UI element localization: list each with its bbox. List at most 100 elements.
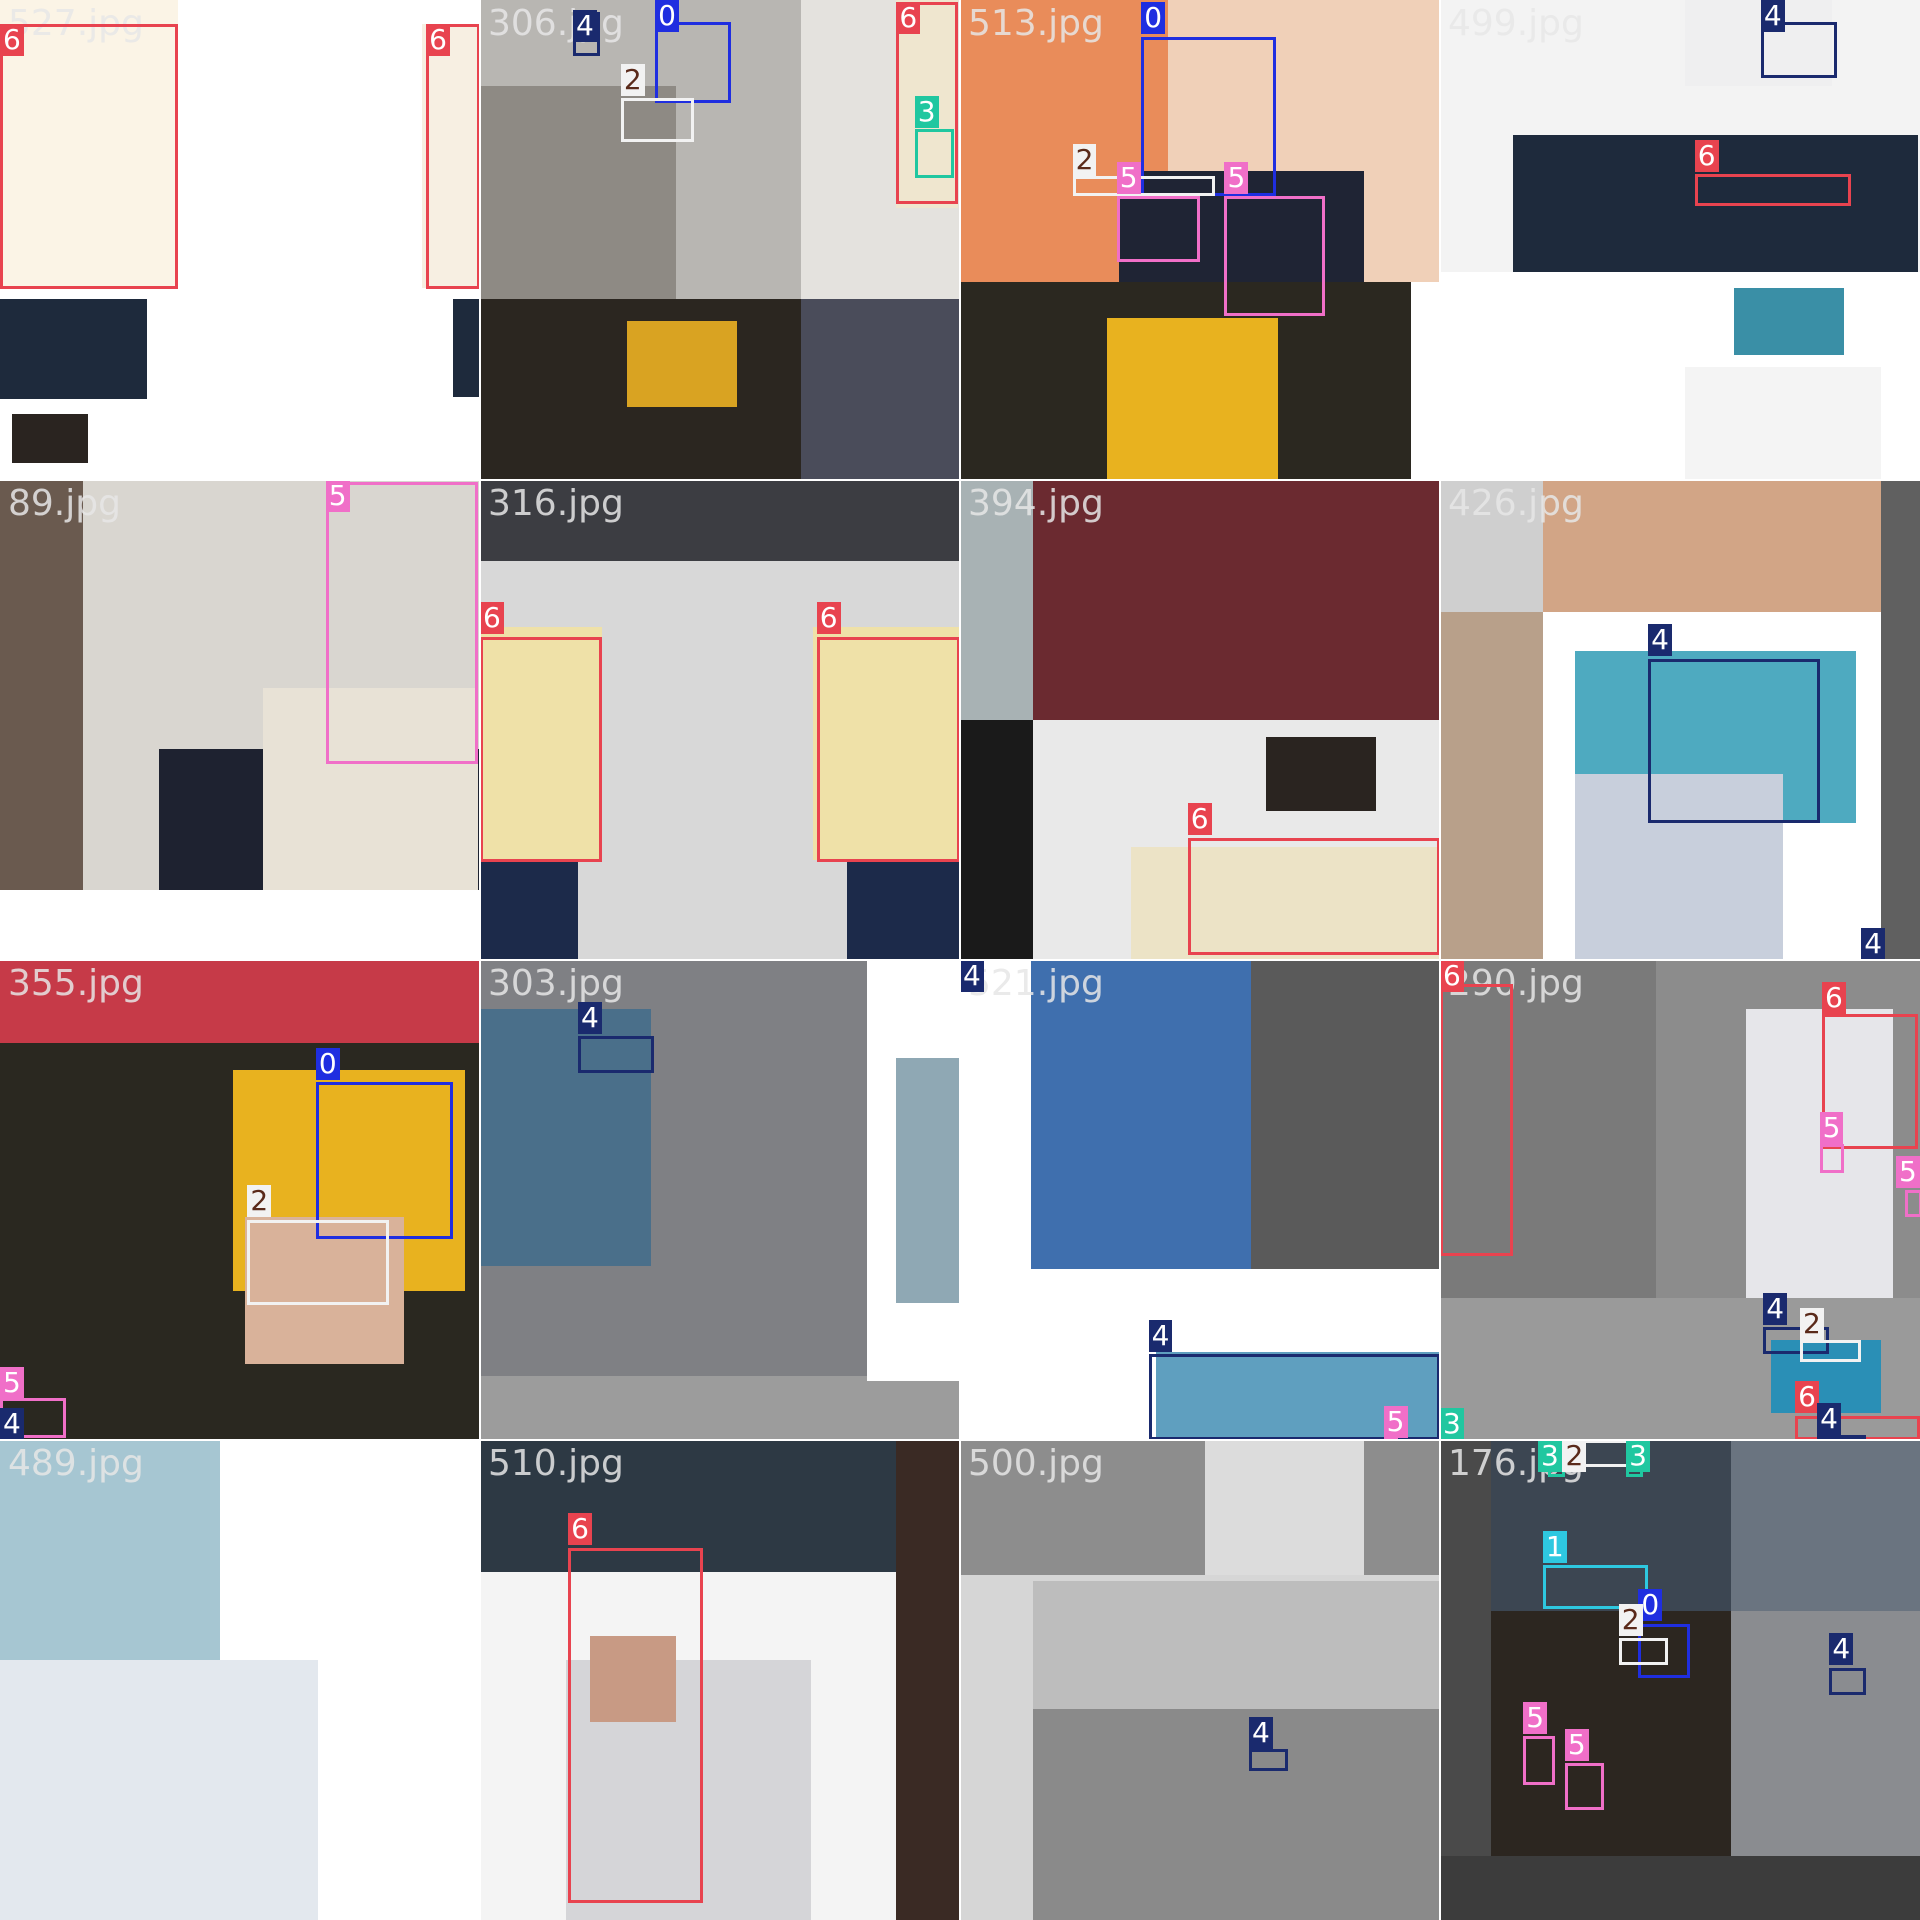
tile-divider xyxy=(1439,0,1441,1920)
bounding-box xyxy=(1905,1190,1920,1218)
class-label: 6 xyxy=(1822,982,1846,1015)
photo-region xyxy=(480,480,960,561)
photo-region xyxy=(1491,1440,1732,1612)
photo-region xyxy=(1266,737,1377,811)
tile-filename: 527.jpg xyxy=(8,3,144,44)
photo-region xyxy=(480,859,578,960)
mosaic-tile: 290.jpg 6 6 5 5 4 2 6 4 3 xyxy=(1440,960,1920,1440)
class-label: 4 xyxy=(1861,928,1886,960)
photo-region xyxy=(1733,287,1845,356)
bounding-box xyxy=(1224,195,1325,316)
bounding-box xyxy=(1542,1564,1649,1609)
photo-region xyxy=(896,1440,960,1920)
class-label: 4 xyxy=(1648,624,1672,657)
photo-region xyxy=(0,0,178,289)
class-label: 4 xyxy=(1763,1293,1788,1326)
class-label: 6 xyxy=(816,602,841,635)
class-label: 0 xyxy=(1638,1589,1663,1622)
mosaic-tile: 394.jpg 6 xyxy=(960,480,1440,960)
mosaic-tile: 176.jpg 3 2 3 1 0 2 4 5 5 xyxy=(1440,1440,1920,1920)
class-label: 6 xyxy=(0,24,24,57)
class-label: 5 xyxy=(1896,1155,1920,1188)
class-label: 4 xyxy=(0,1408,24,1440)
tile-filename: 510.jpg xyxy=(488,1443,624,1484)
mosaic-tile: 355.jpg 0 2 5 4 xyxy=(0,960,480,1440)
mosaic-tile: 316.jpg 6 6 xyxy=(480,480,960,960)
photo-region xyxy=(1106,318,1279,480)
bounding-box xyxy=(1148,1354,1440,1440)
bounding-box xyxy=(247,1219,390,1306)
class-label: 3 xyxy=(1440,1408,1464,1440)
photo-region xyxy=(1731,1440,1920,1612)
photo-region xyxy=(422,24,480,288)
photo-region xyxy=(12,413,89,463)
photo-region xyxy=(800,298,960,480)
class-label: 4 xyxy=(1760,0,1785,32)
class-label: 4 xyxy=(1248,1716,1273,1749)
photo-region xyxy=(1440,960,1656,1298)
class-label: 6 xyxy=(1187,803,1212,836)
class-label: 3 xyxy=(1537,1440,1562,1472)
bounding-box xyxy=(816,636,960,863)
photo-region xyxy=(1440,612,1543,960)
class-label: 2 xyxy=(620,63,645,96)
bounding-box xyxy=(1822,1013,1918,1149)
class-label: 6 xyxy=(1795,1381,1819,1414)
photo-region xyxy=(0,298,147,400)
class-label: 0 xyxy=(1141,2,1166,35)
tile-filename: 426.jpg xyxy=(1448,483,1584,524)
class-label: 4 xyxy=(577,1001,602,1034)
photo-region xyxy=(1033,1709,1440,1920)
class-label: 4 xyxy=(573,9,597,42)
class-label: 6 xyxy=(480,602,504,635)
mosaic-tile: 306.jpg 4 6 0 2 3 xyxy=(480,0,960,480)
tile-filename: 513.jpg xyxy=(968,3,1104,44)
tile-filename: 316.jpg xyxy=(488,483,624,524)
bounding-box xyxy=(325,482,478,765)
photo-region xyxy=(590,1635,676,1722)
photo-region xyxy=(0,960,480,1044)
bounding-box xyxy=(1072,176,1215,196)
bounding-box xyxy=(315,1082,454,1240)
bounding-box xyxy=(1760,22,1837,79)
photo-region xyxy=(480,85,676,299)
bounding-box xyxy=(1648,658,1820,823)
class-label: 2 xyxy=(247,1185,272,1218)
photo-region xyxy=(1574,773,1783,960)
bounding-box xyxy=(1248,1748,1289,1771)
photo-region xyxy=(1204,1440,1365,1575)
class-label: 5 xyxy=(1819,1111,1844,1144)
photo-region xyxy=(1542,480,1881,613)
class-label: 4 xyxy=(1148,1320,1173,1352)
class-label: 5 xyxy=(0,1366,24,1399)
bounding-box xyxy=(1829,1667,1867,1695)
tile-filename: 500.jpg xyxy=(968,1443,1104,1484)
bounding-box xyxy=(426,24,480,289)
photo-region xyxy=(1033,480,1440,720)
class-label: 1 xyxy=(1542,1530,1567,1563)
class-label: 6 xyxy=(896,2,921,35)
tile-filename: 306.jpg xyxy=(488,3,624,44)
photo-region xyxy=(1131,847,1440,960)
class-label: 4 xyxy=(1817,1403,1841,1436)
mosaic-tile: 521.jpg 4 5 4 xyxy=(960,960,1440,1440)
bounding-box xyxy=(1523,1736,1556,1786)
bounding-box xyxy=(1187,837,1440,956)
bounding-box xyxy=(1116,195,1200,263)
tile-filename: 394.jpg xyxy=(968,483,1104,524)
class-label: 5 xyxy=(325,480,350,512)
photo-region xyxy=(453,298,480,397)
class-label: 2 xyxy=(1562,1440,1587,1472)
photo-region xyxy=(0,1660,319,1920)
class-label: 2 xyxy=(1800,1307,1824,1340)
photo-region xyxy=(480,626,603,860)
bounding-box xyxy=(1383,1437,1399,1440)
tile-filename: 89.jpg xyxy=(8,483,121,524)
bounding-box xyxy=(1800,1339,1862,1362)
tile-filename: 521.jpg xyxy=(968,963,1104,1004)
bounding-box xyxy=(1694,173,1852,206)
bounding-box xyxy=(896,2,958,205)
photo-region xyxy=(813,626,960,860)
bounding-box xyxy=(620,97,695,143)
